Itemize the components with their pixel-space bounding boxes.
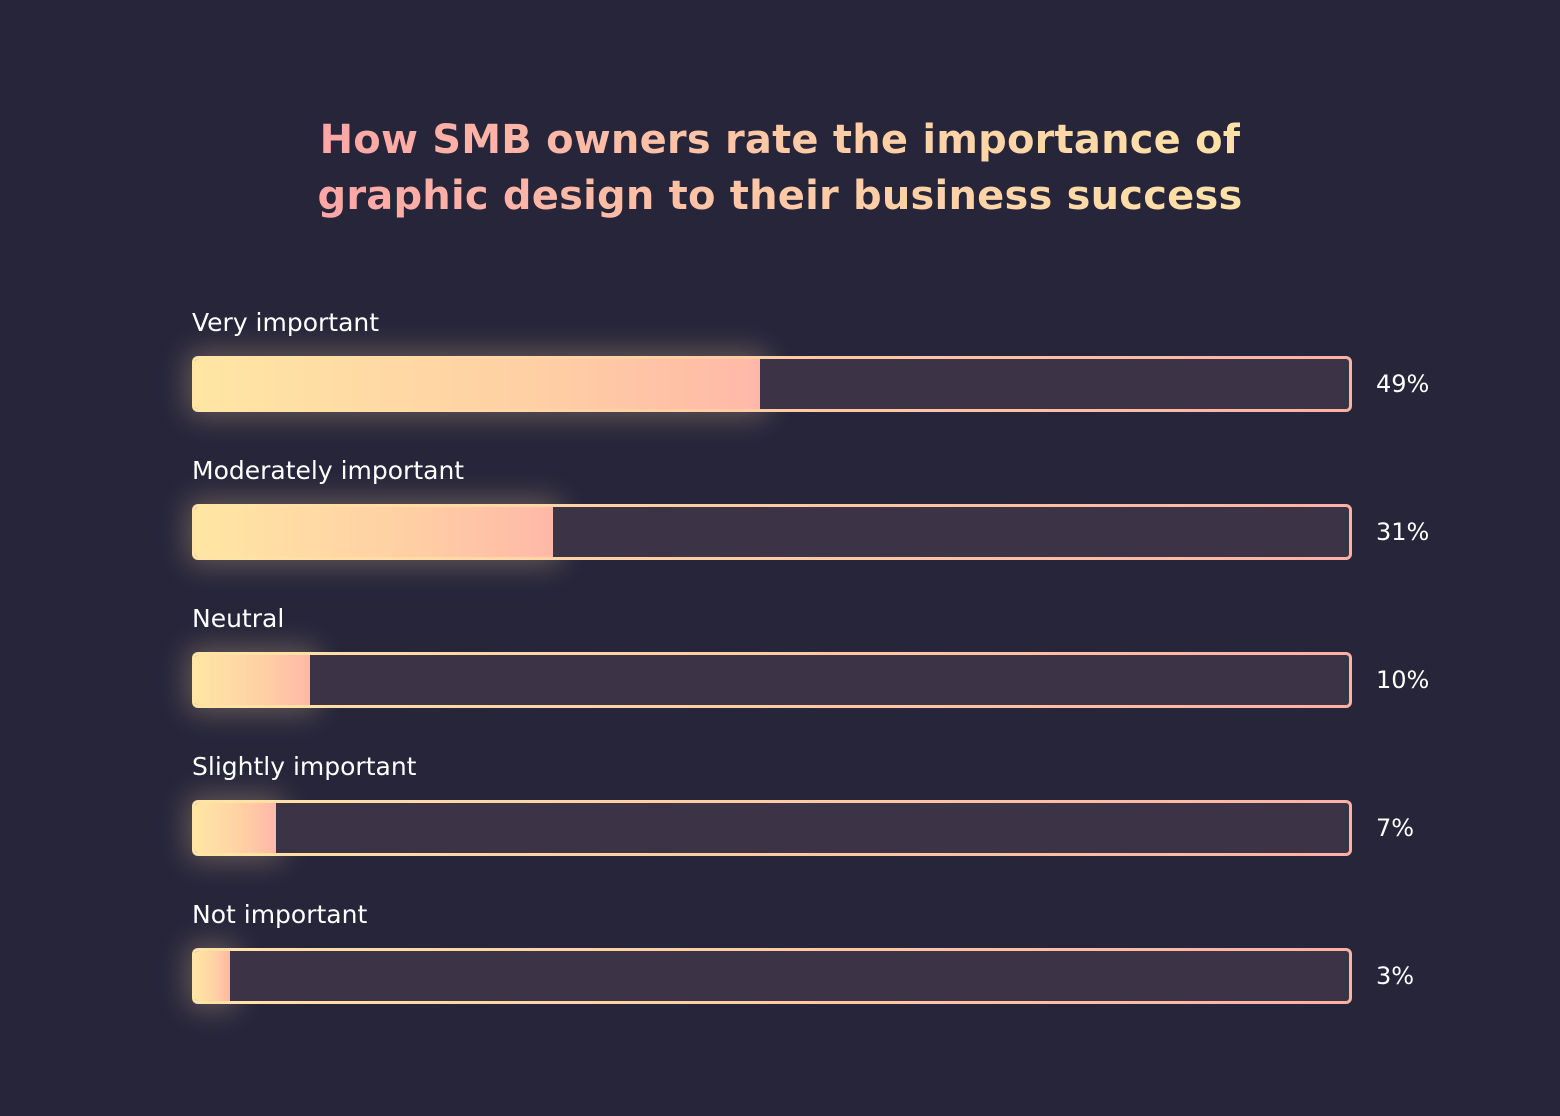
bar-value-label: 7% [1376,814,1415,842]
bar-fill [195,359,760,409]
bar-track-inner [195,951,1349,1001]
bar-category-label: Neutral [192,604,285,633]
bar-fill [195,803,276,853]
bar-value-label: 10% [1376,666,1430,694]
bar-category-label: Moderately important [192,456,465,485]
bar-fill [195,655,310,705]
bar-track [192,948,1352,1004]
chart-title: How SMB owners rate the importance of gr… [0,112,1560,224]
bar-category-label: Very important [192,308,380,337]
bar-fill [195,951,230,1001]
bar-track-inner [195,507,1349,557]
bar-value-label: 3% [1376,962,1415,990]
bar-category-label: Slightly important [192,752,417,781]
bar-track [192,652,1352,708]
bar-category-label: Not important [192,900,368,929]
bar-fill [195,507,553,557]
bar-track [192,356,1352,412]
bar-track-inner [195,655,1349,705]
chart-title-line-2: graphic design to their business success [318,168,1243,224]
bar-value-label: 31% [1376,518,1430,546]
bar-track [192,504,1352,560]
bar-track-inner [195,803,1349,853]
bar-track-inner [195,359,1349,409]
bar-track [192,800,1352,856]
chart-title-line-1: How SMB owners rate the importance of [320,112,1241,168]
bar-value-label: 49% [1376,370,1430,398]
